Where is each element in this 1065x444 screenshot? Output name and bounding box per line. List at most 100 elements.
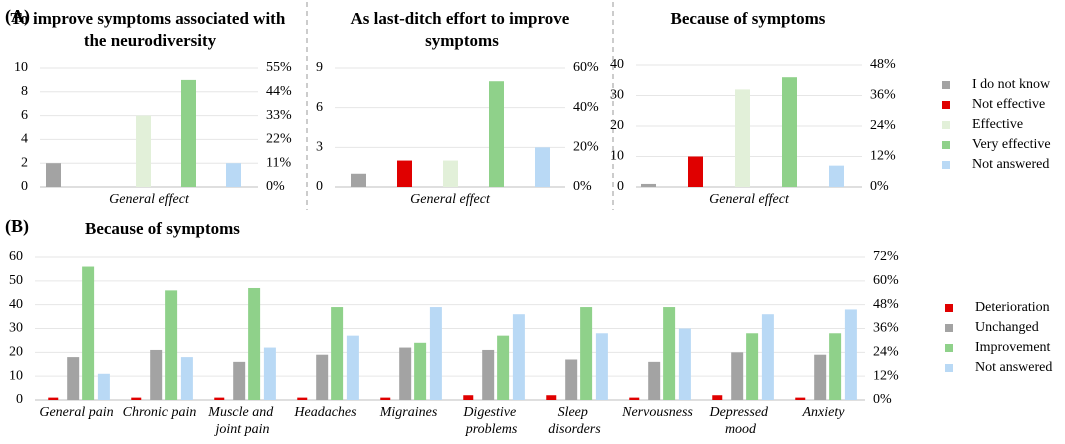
bar [214, 397, 225, 400]
y-tick-label: 6 [21, 108, 28, 123]
text-line: Muscle and [207, 405, 276, 420]
y2-tick-label: 12% [870, 149, 896, 164]
y2-tick-label: 72% [873, 249, 899, 264]
y2-tick-label: 55% [266, 60, 292, 75]
bar [297, 397, 308, 400]
bar [795, 397, 806, 400]
legend-swatch [942, 81, 950, 89]
x-tick-label: Chronic pain [123, 405, 197, 420]
y-tick-label: 30 [610, 88, 624, 103]
x-tick-label: Depressed mood [708, 405, 771, 437]
y2-tick-label: 0% [266, 179, 285, 194]
y2-tick-label: 24% [873, 345, 899, 360]
legend-label: Effective [972, 117, 1023, 132]
bar [399, 347, 412, 400]
y-tick-label: 10 [610, 149, 624, 164]
bar [346, 335, 359, 400]
bar [443, 160, 458, 187]
bar [580, 307, 593, 400]
bar [497, 335, 510, 400]
y-tick-label: 40 [9, 297, 23, 312]
bar [641, 183, 656, 187]
bar [663, 307, 676, 400]
bar [97, 373, 110, 400]
text-line: As last-ditch effort to improve [350, 9, 573, 28]
panel-label: (B) [5, 216, 29, 237]
text-line: joint pain [213, 422, 269, 437]
y2-tick-label: 12% [873, 368, 899, 383]
bar [829, 165, 844, 187]
chart-title: Because of symptoms [85, 219, 240, 238]
bar [535, 147, 550, 187]
bar [648, 361, 661, 400]
bar [546, 395, 557, 400]
y2-tick-label: 40% [573, 100, 599, 115]
bar [463, 395, 474, 400]
text-line: Sleep [558, 405, 592, 420]
y2-tick-label: 36% [873, 321, 899, 336]
x-tick-label: Muscle and joint pain [207, 405, 276, 437]
bar [489, 81, 504, 187]
y2-tick-label: 0% [870, 179, 889, 194]
bar [181, 79, 196, 187]
bar [136, 115, 151, 187]
y-tick-label: 6 [316, 100, 323, 115]
bar [735, 89, 750, 187]
text-line: Depressed [708, 405, 771, 420]
x-tick-label: General effect [709, 192, 790, 207]
text-line: problems [465, 422, 518, 437]
text-line: Because of symptoms [671, 9, 826, 28]
y2-tick-label: 44% [266, 84, 292, 99]
x-tick-label: General effect [410, 192, 491, 207]
bar [512, 314, 525, 400]
text-line: disorders [548, 422, 601, 437]
bar [688, 156, 703, 187]
x-tick-label: Anxiety [802, 405, 846, 420]
y-tick-label: 3 [316, 140, 323, 155]
bar [165, 290, 178, 400]
bar [397, 160, 412, 187]
bar [226, 163, 241, 187]
y2-tick-label: 48% [873, 297, 899, 312]
legend-swatch [945, 304, 953, 312]
bar [565, 359, 578, 400]
y-tick-label: 20 [610, 118, 624, 133]
y2-tick-label: 24% [870, 118, 896, 133]
y2-tick-label: 22% [266, 132, 292, 147]
y-tick-label: 50 [9, 273, 23, 288]
y2-tick-label: 33% [266, 108, 292, 123]
x-tick-label: Migraines [379, 405, 438, 420]
legend-swatch [942, 141, 950, 149]
x-tick-label: General effect [109, 192, 190, 207]
bar [48, 397, 59, 400]
y-tick-label: 10 [9, 368, 23, 383]
bar [712, 395, 723, 400]
y-tick-label: 8 [21, 84, 28, 99]
text-line: Digestive [462, 405, 519, 420]
y-tick-label: 20 [9, 345, 23, 360]
y-tick-label: 30 [9, 321, 23, 336]
y2-tick-label: 0% [873, 392, 892, 407]
chart-title: To improve symptoms associated with the … [10, 9, 289, 50]
legend-swatch [942, 121, 950, 129]
x-tick-label: General pain [39, 405, 113, 420]
bar [414, 342, 427, 400]
bar [761, 314, 774, 400]
y2-tick-label: 20% [573, 140, 599, 155]
panel-label: (A) [5, 6, 30, 27]
bar [150, 349, 163, 400]
legend-label: I do not know [972, 77, 1051, 92]
bar [46, 163, 61, 187]
y2-tick-label: 60% [573, 60, 599, 75]
bar [82, 266, 95, 400]
bar [814, 354, 827, 400]
x-tick-label: Nervousness [621, 405, 693, 420]
bar [67, 357, 80, 400]
legend-label: Not answered [975, 360, 1052, 375]
y-tick-label: 10 [14, 60, 28, 75]
y-tick-label: 0 [16, 392, 23, 407]
legend-label: Unchanged [975, 320, 1039, 335]
legend-swatch [942, 161, 950, 169]
bar [263, 347, 276, 400]
y-tick-label: 0 [617, 179, 624, 194]
